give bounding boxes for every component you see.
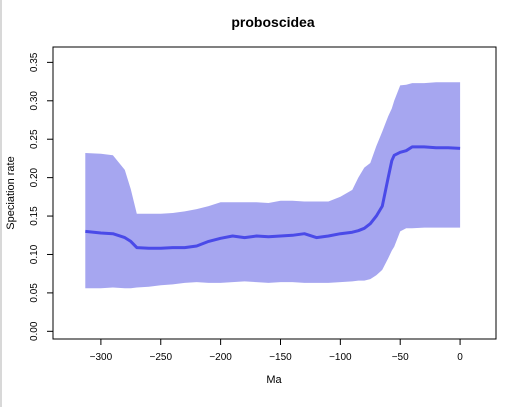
x-tick-label: −250: [149, 352, 172, 363]
chart-title: proboscidea: [231, 14, 314, 30]
y-tick-label: 0.10: [29, 244, 40, 264]
x-tick-label: −200: [209, 352, 232, 363]
x-axis-label: Ma: [266, 374, 282, 386]
x-tick-label: −100: [329, 352, 352, 363]
y-tick-label: 0.25: [29, 129, 40, 149]
y-tick-label: 0.35: [29, 52, 40, 72]
x-axis: −300 −250 −200 −150 −100 −50 0: [90, 338, 463, 363]
x-tick-label: −150: [269, 352, 292, 363]
x-tick-label: −50: [392, 352, 409, 363]
x-tick-label: −300: [90, 352, 113, 363]
y-tick-label: 0.20: [29, 167, 40, 187]
y-tick-label: 0.00: [29, 321, 40, 341]
y-tick-label: 0.05: [29, 283, 40, 303]
y-axis: 0.00 0.05 0.10 0.15 0.20 0.25 0.30 0.35: [29, 52, 54, 341]
confidence-band: [85, 82, 461, 289]
mean-rate-line: [85, 145, 461, 250]
x-tick-label: 0: [457, 352, 463, 363]
y-tick-label: 0.15: [29, 206, 40, 226]
window-edge: [0, 0, 2, 407]
y-axis-label: Speciation rate: [5, 156, 17, 229]
y-tick-label: 0.30: [29, 91, 40, 111]
